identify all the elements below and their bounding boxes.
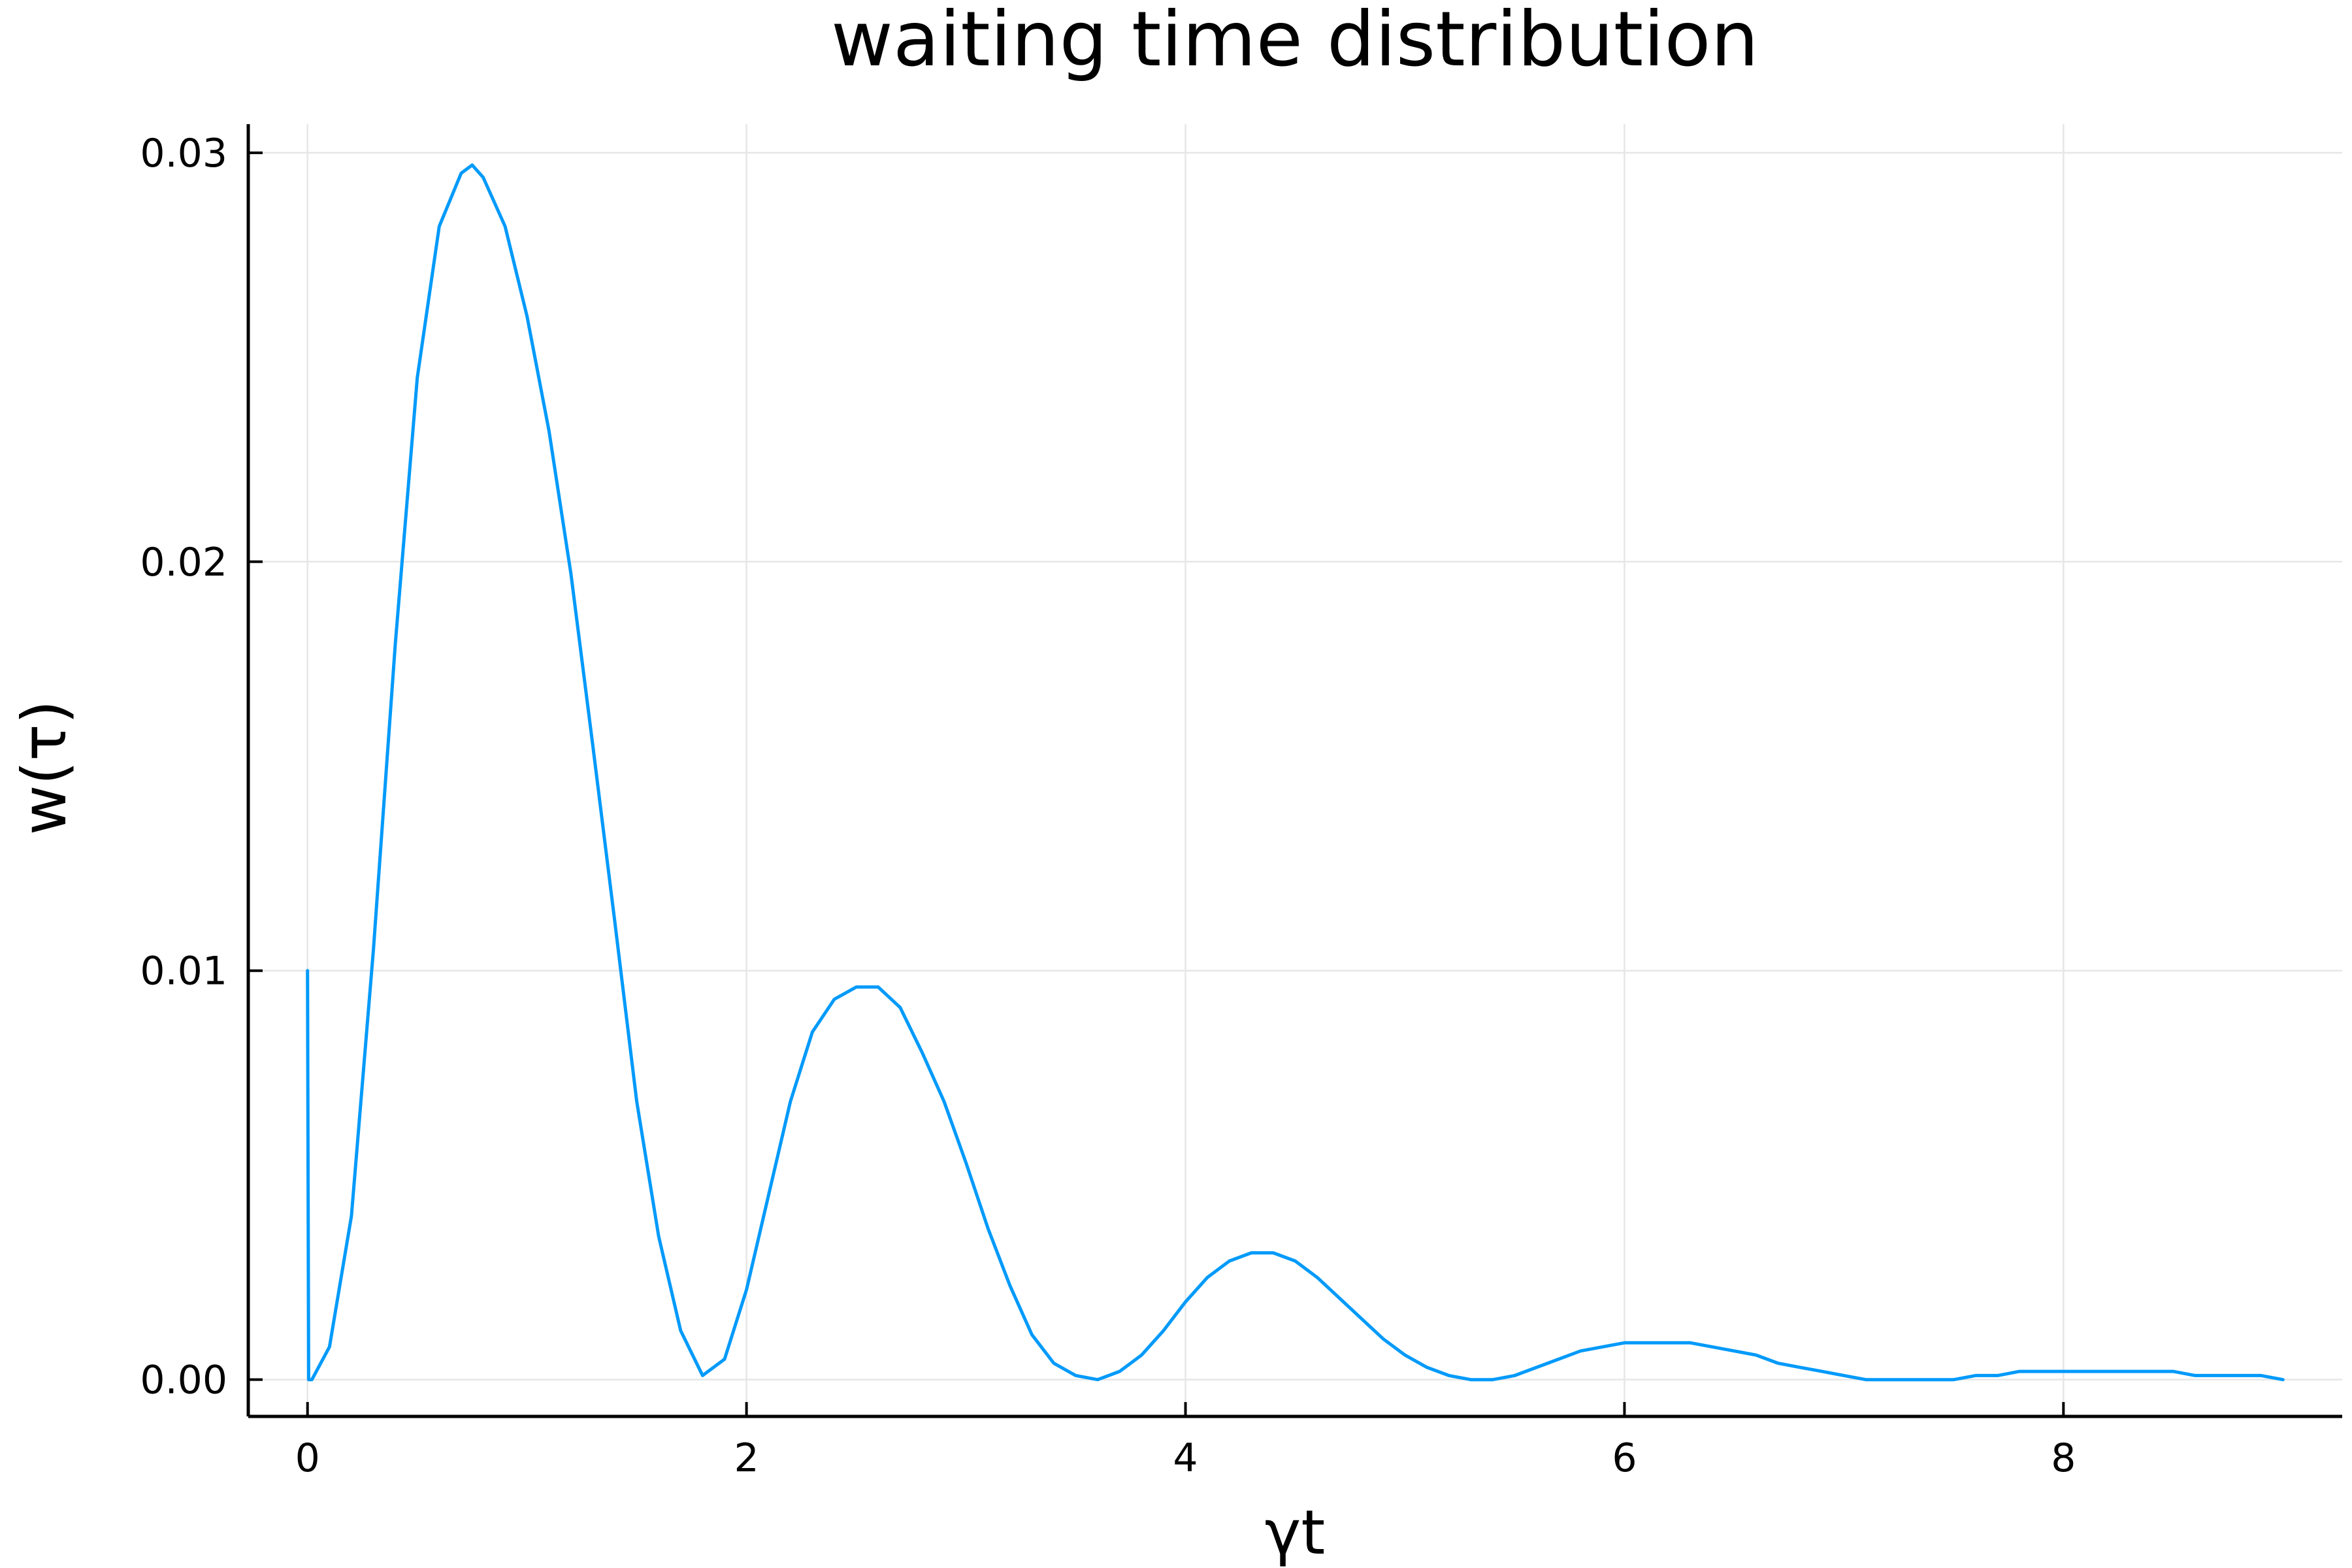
grid xyxy=(248,124,2342,1416)
x-tick-label: 6 xyxy=(1612,1435,1637,1481)
x-tick-label: 2 xyxy=(734,1435,759,1481)
x-axis-label: γt xyxy=(1265,1497,1326,1568)
x-tick-label: 8 xyxy=(2051,1435,2076,1481)
x-tick-label: 0 xyxy=(295,1435,320,1481)
series-line xyxy=(306,163,2285,1382)
y-tick-label: 0.02 xyxy=(140,540,227,585)
axes xyxy=(246,124,2342,1418)
ticks: 0 2 4 6 8 0.00 0.01 0.02 0.03 xyxy=(140,131,2076,1481)
y-tick-label: 0.01 xyxy=(140,949,227,994)
x-tick-label: 4 xyxy=(1173,1435,1198,1481)
chart-title: waiting time distribution xyxy=(831,0,1759,84)
series-layer xyxy=(306,163,2285,1382)
y-tick-label: 0.00 xyxy=(140,1358,227,1403)
y-axis-label: w(τ) xyxy=(9,700,80,836)
y-tick-label: 0.03 xyxy=(140,131,227,176)
